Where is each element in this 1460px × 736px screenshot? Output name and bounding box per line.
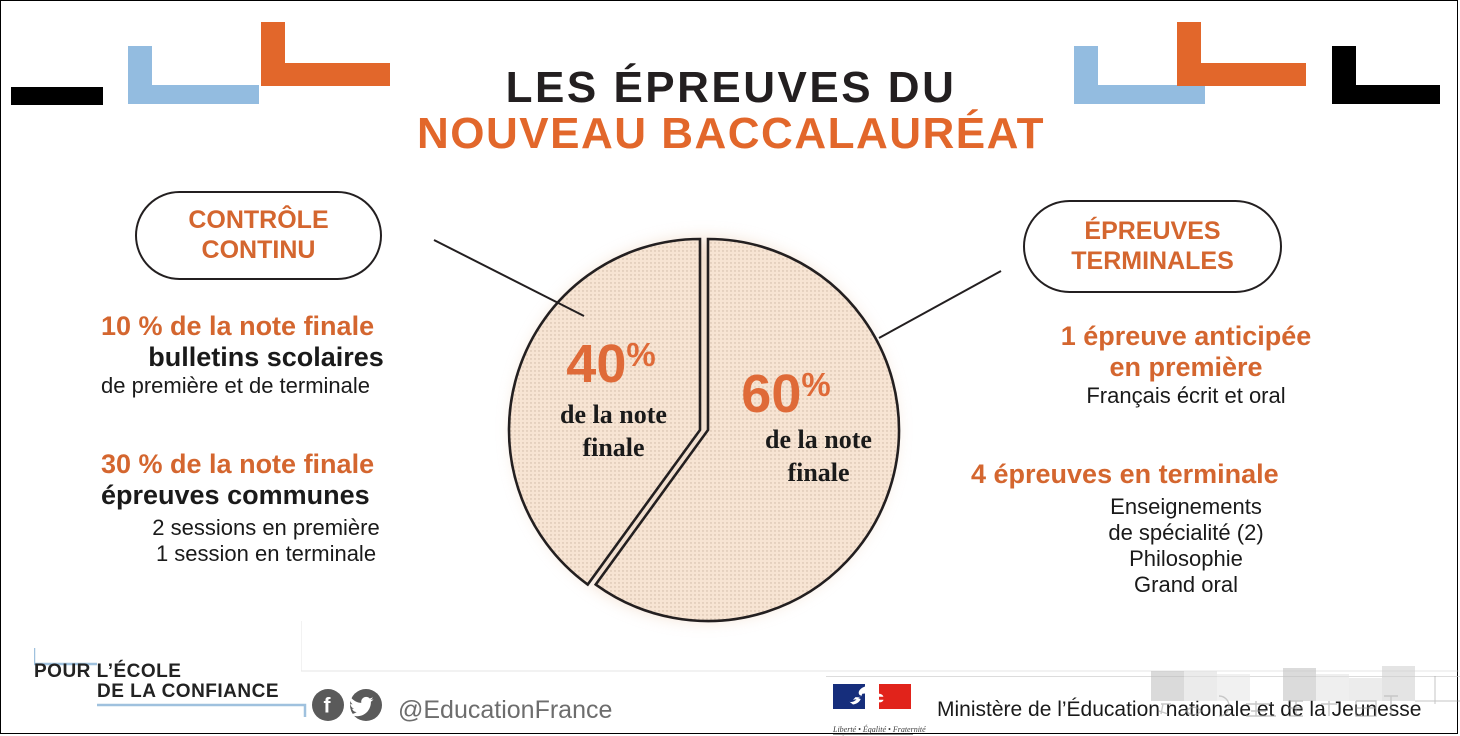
svg-text:f: f [324,695,332,718]
svg-text:Liberté • Égalité • Fraternité: Liberté • Égalité • Fraternité [832,724,926,734]
